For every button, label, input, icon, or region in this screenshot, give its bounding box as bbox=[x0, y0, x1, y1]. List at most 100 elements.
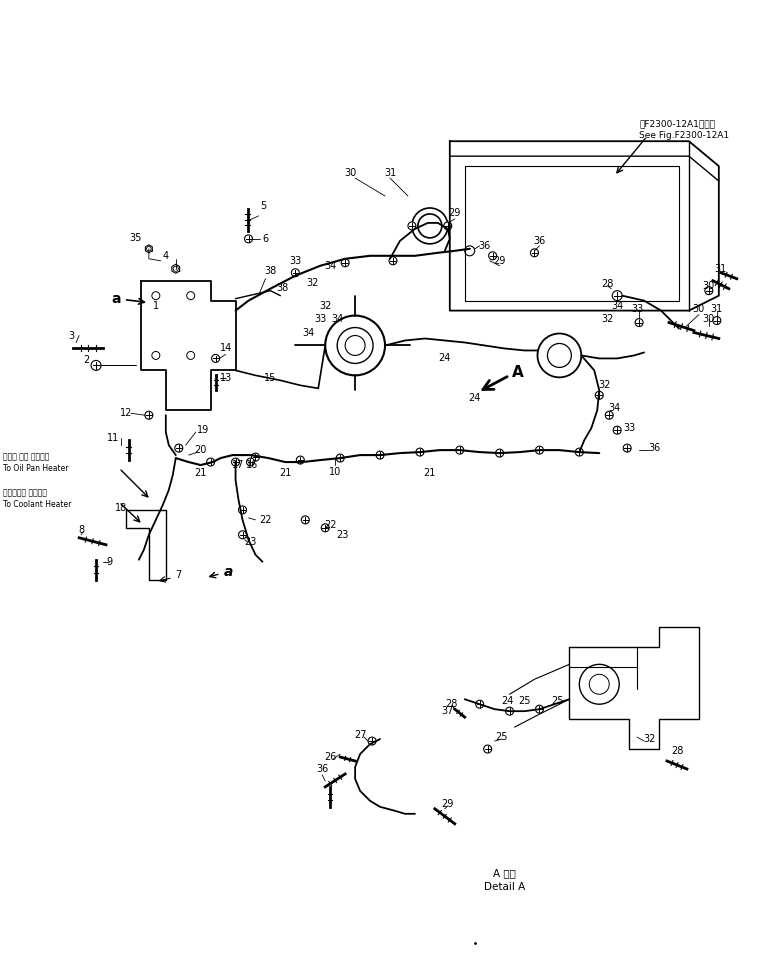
Text: 18: 18 bbox=[115, 503, 127, 513]
Text: 36: 36 bbox=[533, 236, 546, 246]
Circle shape bbox=[212, 355, 219, 363]
Text: 4: 4 bbox=[162, 251, 169, 261]
Text: 13: 13 bbox=[219, 373, 232, 384]
Text: 33: 33 bbox=[289, 256, 301, 266]
Circle shape bbox=[635, 318, 643, 327]
Circle shape bbox=[496, 449, 504, 457]
Circle shape bbox=[536, 705, 544, 713]
Circle shape bbox=[456, 446, 464, 455]
Circle shape bbox=[91, 361, 101, 370]
Circle shape bbox=[238, 531, 247, 539]
Text: 34: 34 bbox=[611, 300, 623, 311]
Text: a: a bbox=[224, 565, 234, 578]
Circle shape bbox=[505, 707, 514, 715]
Circle shape bbox=[291, 269, 299, 277]
Text: 25: 25 bbox=[495, 732, 508, 742]
Text: 30: 30 bbox=[344, 168, 356, 178]
Text: 32: 32 bbox=[306, 278, 319, 288]
Text: 19: 19 bbox=[197, 425, 209, 435]
Text: 32: 32 bbox=[319, 300, 331, 311]
Text: A 詳細: A 詳細 bbox=[493, 869, 516, 878]
Circle shape bbox=[705, 287, 713, 294]
Text: 10: 10 bbox=[329, 467, 341, 477]
Text: 27: 27 bbox=[354, 730, 366, 740]
Text: 37: 37 bbox=[441, 706, 454, 716]
Circle shape bbox=[530, 248, 538, 257]
Text: 17: 17 bbox=[233, 460, 244, 470]
Text: 25: 25 bbox=[551, 696, 564, 706]
Circle shape bbox=[376, 451, 384, 459]
Text: 33: 33 bbox=[631, 304, 644, 314]
Text: 9: 9 bbox=[106, 557, 112, 567]
Text: 20: 20 bbox=[194, 445, 207, 456]
Text: 34: 34 bbox=[324, 261, 337, 270]
Text: To Oil Pan Heater: To Oil Pan Heater bbox=[3, 464, 69, 473]
Text: 23: 23 bbox=[244, 537, 257, 547]
Circle shape bbox=[341, 259, 349, 267]
Text: 14: 14 bbox=[219, 343, 232, 354]
Text: 26: 26 bbox=[324, 752, 337, 762]
Text: 12: 12 bbox=[119, 409, 132, 418]
Text: 30: 30 bbox=[703, 314, 715, 323]
Text: 31: 31 bbox=[711, 304, 723, 314]
Text: 34: 34 bbox=[331, 314, 344, 323]
Text: 24: 24 bbox=[439, 354, 451, 363]
Circle shape bbox=[416, 448, 424, 456]
Text: 38: 38 bbox=[276, 283, 288, 292]
Text: 6: 6 bbox=[262, 234, 269, 244]
Text: 33: 33 bbox=[623, 423, 635, 433]
Circle shape bbox=[247, 458, 255, 466]
Text: 1: 1 bbox=[153, 300, 159, 311]
Text: 21: 21 bbox=[279, 468, 291, 478]
Text: 29: 29 bbox=[441, 799, 454, 808]
Circle shape bbox=[623, 444, 631, 452]
Circle shape bbox=[238, 506, 247, 514]
Text: 30: 30 bbox=[693, 304, 705, 314]
Circle shape bbox=[336, 455, 344, 462]
Circle shape bbox=[232, 458, 240, 466]
Text: See Fig.F2300-12A1: See Fig.F2300-12A1 bbox=[639, 131, 729, 140]
Circle shape bbox=[576, 448, 583, 456]
Text: 22: 22 bbox=[324, 520, 337, 529]
Text: 24: 24 bbox=[501, 696, 514, 706]
Text: 32: 32 bbox=[598, 381, 611, 390]
Text: 2: 2 bbox=[83, 356, 89, 365]
Text: a: a bbox=[112, 292, 144, 306]
Text: 31: 31 bbox=[715, 264, 727, 273]
Circle shape bbox=[389, 257, 397, 265]
Text: 30: 30 bbox=[703, 281, 715, 291]
Text: 36: 36 bbox=[316, 764, 328, 774]
Circle shape bbox=[612, 291, 622, 300]
Circle shape bbox=[301, 516, 309, 524]
Text: 29: 29 bbox=[494, 256, 506, 266]
Circle shape bbox=[251, 453, 259, 461]
Text: 28: 28 bbox=[671, 746, 683, 756]
Text: 23: 23 bbox=[336, 529, 348, 540]
Text: 3: 3 bbox=[68, 331, 74, 340]
Circle shape bbox=[489, 252, 497, 260]
Circle shape bbox=[595, 391, 603, 399]
Circle shape bbox=[408, 222, 416, 230]
Circle shape bbox=[321, 524, 330, 532]
Circle shape bbox=[244, 235, 252, 243]
Text: 32: 32 bbox=[601, 314, 613, 323]
Text: 21: 21 bbox=[423, 468, 436, 478]
Text: 31: 31 bbox=[384, 168, 396, 178]
Circle shape bbox=[145, 411, 153, 419]
Text: 36: 36 bbox=[479, 241, 490, 251]
Text: Detail A: Detail A bbox=[484, 881, 525, 892]
Text: 32: 32 bbox=[643, 734, 655, 744]
Text: 25: 25 bbox=[519, 696, 531, 706]
Text: 21: 21 bbox=[194, 468, 207, 478]
Circle shape bbox=[175, 444, 183, 452]
Text: 28: 28 bbox=[446, 699, 458, 710]
Text: A: A bbox=[512, 364, 523, 380]
Text: 11: 11 bbox=[107, 433, 119, 443]
Circle shape bbox=[483, 745, 491, 753]
Circle shape bbox=[476, 700, 483, 708]
Text: 5: 5 bbox=[260, 201, 266, 211]
Text: 8: 8 bbox=[78, 525, 84, 535]
Text: To Coolant Heater: To Coolant Heater bbox=[3, 500, 72, 509]
Circle shape bbox=[444, 222, 451, 230]
Circle shape bbox=[207, 458, 215, 466]
